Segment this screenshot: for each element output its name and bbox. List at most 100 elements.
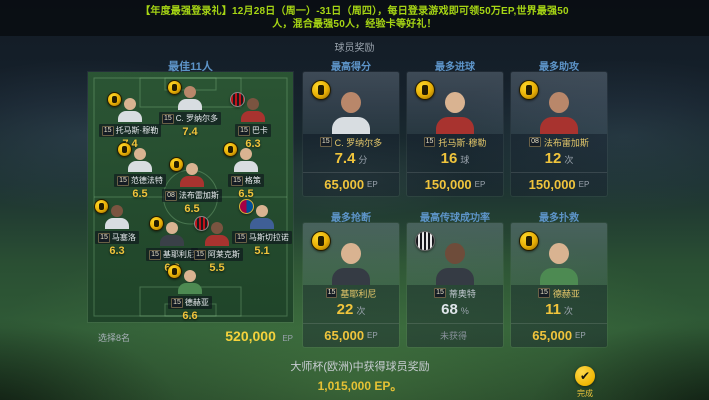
club-crest-icon — [311, 80, 331, 100]
award-value: 12 — [544, 150, 562, 167]
season-badge: 15 — [325, 288, 338, 298]
club-crest-icon — [194, 216, 209, 231]
player-portrait — [329, 90, 373, 134]
player-name: 托马斯·穆勒 — [115, 126, 159, 135]
player-rating: 6.5 — [132, 188, 148, 200]
summary-text: 大师杯(欧洲)中获得球员奖励 1,015,000 EP。 — [250, 358, 470, 394]
player-portrait — [537, 241, 581, 285]
award-player-name: 托马斯·穆勒 — [438, 137, 487, 148]
club-crest-icon — [519, 80, 539, 100]
season-badge: 15 — [117, 175, 129, 186]
award-title: 最多进球 — [435, 62, 475, 73]
banner-line1: 【年度最强登录礼】12月28日（周一）-31日（周四），每日登录游戏即可领50万… — [140, 5, 569, 17]
award-card: 15 德赫亚 11 次 65,000 EP — [511, 223, 607, 347]
check-icon[interactable]: ✔ — [575, 366, 595, 386]
pitch-player-bacca: 15 巴卡 6.3 — [222, 92, 284, 150]
player-portrait — [169, 157, 207, 187]
award-card: 15 基耶利尼 22 次 65,000 EP — [303, 223, 399, 347]
award-most-goals: 最多进球 15 托马斯·穆勒 16 球 150,000 EP — [407, 58, 503, 196]
award-currency: EP — [575, 331, 586, 340]
player-portrait — [107, 92, 145, 122]
season-badge: 15 — [171, 297, 183, 308]
award-player-name: 法布雷加斯 — [543, 137, 589, 148]
club-crest-icon — [117, 142, 132, 157]
player-portrait — [94, 199, 132, 229]
award-reward: 65,000 — [324, 177, 365, 192]
award-player-name: 德赫亚 — [552, 288, 580, 299]
award-title: 最多扑救 — [539, 213, 579, 224]
player-rating: 6.6 — [182, 310, 198, 322]
player-portrait — [167, 80, 205, 110]
award-value: 7.4 — [334, 150, 356, 167]
player-name: 阿莱克斯 — [207, 250, 240, 259]
club-crest-icon — [107, 92, 122, 107]
club-crest-icon — [311, 231, 331, 251]
pitch-player-vandervaart: 15 范德法特 6.5 — [109, 142, 171, 200]
award-pass-accuracy: 最高传球成功率 15 蒂奥特 68% 未获得 — [407, 209, 503, 347]
award-reward: 150,000 — [528, 177, 576, 192]
player-rating: 7.4 — [182, 126, 198, 138]
season-badge: 15 — [98, 232, 110, 243]
done-button[interactable]: ✔ 完成 — [570, 366, 600, 399]
award-value: 11 — [545, 301, 561, 318]
total-ep-value: 520,000 — [225, 328, 276, 344]
award-unit: 次 — [356, 306, 366, 316]
player-portrait — [194, 216, 232, 246]
player-portrait — [167, 264, 205, 294]
season-badge: 15 — [194, 249, 206, 260]
award-currency: EP — [367, 180, 378, 189]
player-name: 马斯切拉诺 — [248, 233, 289, 242]
award-player-name: 基耶利尼 — [340, 288, 377, 299]
pitch-footer: 选择8名 520,000 EP — [88, 328, 293, 346]
best-eleven-title: 最佳11人 — [168, 61, 213, 73]
season-badge: 15 — [238, 125, 250, 136]
summary-line1: 大师杯(欧洲)中获得球员奖励 — [290, 361, 430, 373]
player-name: 基耶利尼 — [162, 250, 195, 259]
season-badge: 15 — [235, 232, 247, 243]
award-unit: 次 — [564, 155, 574, 165]
award-unit: 分 — [358, 155, 368, 165]
award-unit: 次 — [563, 306, 573, 316]
award-card: 08 法布雷加斯 12 次 150,000 EP — [511, 72, 607, 196]
club-crest-icon — [149, 216, 164, 231]
club-crest-icon — [94, 199, 109, 214]
summary-amount: 1,015,000 EP。 — [317, 379, 403, 393]
award-title: 最多助攻 — [539, 62, 579, 73]
done-button-label[interactable]: 完成 — [577, 389, 593, 398]
season-badge: 15 — [319, 137, 332, 147]
award-value: 68 — [441, 301, 458, 318]
award-title: 最高得分 — [331, 62, 371, 73]
player-portrait — [223, 142, 261, 172]
award-value: 22 — [336, 301, 354, 318]
award-title: 最高传球成功率 — [420, 213, 490, 224]
pitch-player-mascherano: 15 马斯切拉诺 5.1 — [231, 199, 293, 257]
select-count-label: 选择8名 — [98, 333, 131, 343]
season-badge: 15 — [101, 125, 114, 136]
award-top-score: 最高得分 15 C. 罗纳尔多 7.4 分 65,000 EP — [303, 58, 399, 196]
season-badge: 08 — [165, 190, 177, 201]
club-crest-icon — [519, 231, 539, 251]
season-badge: 15 — [231, 175, 243, 186]
award-reward: 65,000 — [532, 328, 573, 343]
pitch-player-alex: 15 阿莱克斯 5.5 — [186, 216, 248, 274]
player-portrait — [239, 199, 277, 229]
player-rating: 6.5 — [184, 203, 200, 215]
award-card: 15 C. 罗纳尔多 7.4 分 65,000 EP — [303, 72, 399, 196]
award-currency: EP — [367, 331, 378, 340]
top-banner: 【年度最强登录礼】12月28日（周一）-31日（周四），每日登录游戏即可领50万… — [0, 0, 709, 36]
total-ep-currency: EP — [282, 334, 293, 343]
award-reward: 未获得 — [439, 331, 467, 341]
club-crest-icon — [415, 80, 435, 100]
player-name: 德赫亚 — [184, 298, 209, 307]
banner-line2: 人，混合最强50人，经验卡等好礼！ — [272, 18, 437, 30]
award-title: 最多抢断 — [331, 213, 371, 224]
club-crest-icon — [230, 92, 245, 107]
pitch-player-ronaldo: 15 C. 罗纳尔多 7.4 — [158, 80, 222, 138]
club-crest-icon — [167, 264, 182, 279]
player-rating: 6.5 — [238, 188, 254, 200]
player-name: C. 罗纳尔多 — [175, 114, 219, 123]
player-name: 马塞洛 — [111, 233, 136, 242]
page-title: 球员奖励 — [334, 43, 375, 54]
award-value: 16 — [440, 150, 458, 167]
